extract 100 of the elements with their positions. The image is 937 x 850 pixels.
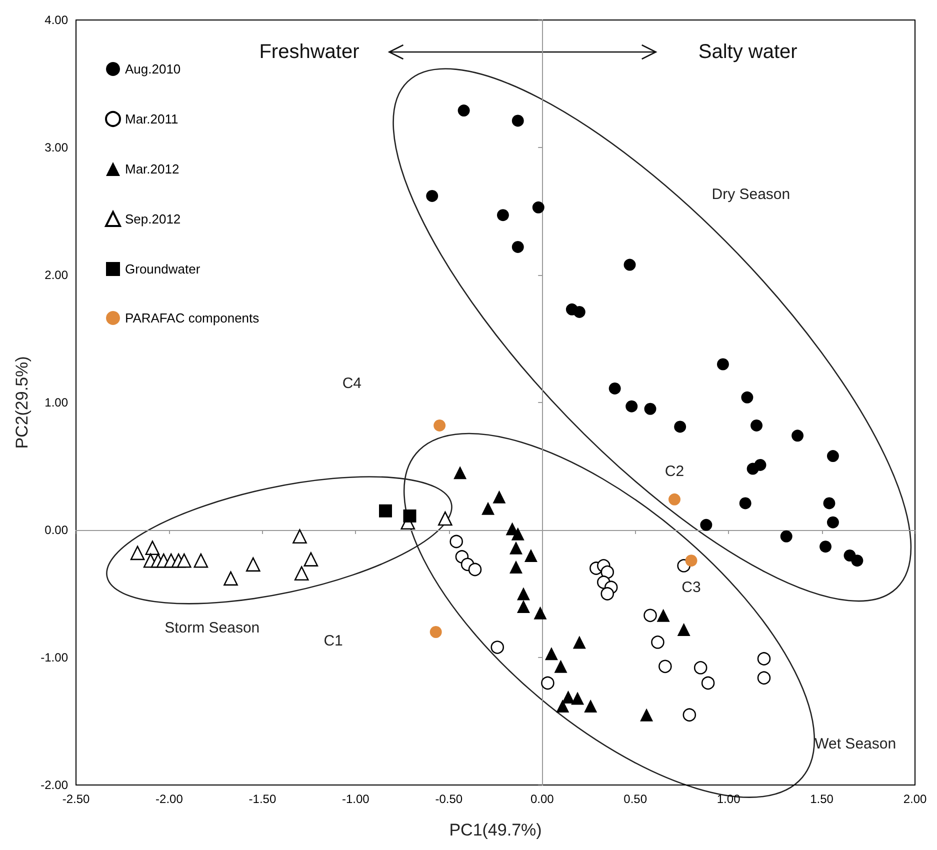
point xyxy=(145,540,160,555)
point xyxy=(512,114,524,127)
y-tick-label: 3.00 xyxy=(44,140,68,154)
point xyxy=(524,549,538,562)
point xyxy=(626,400,638,412)
point xyxy=(820,540,832,553)
point xyxy=(379,504,392,518)
point xyxy=(468,562,482,576)
point xyxy=(516,600,530,613)
x-tick-label: -0.50 xyxy=(435,792,463,806)
x-tick-label: -2.00 xyxy=(156,792,184,806)
point xyxy=(130,546,145,560)
x-tick-label: -1.00 xyxy=(342,792,370,806)
annotation: Wet Season xyxy=(814,736,896,753)
y-tick-label: 4.00 xyxy=(44,13,68,27)
point xyxy=(584,699,598,712)
point xyxy=(780,530,792,542)
point xyxy=(682,708,696,722)
x-tick-label: 1.00 xyxy=(716,792,741,806)
point xyxy=(668,493,680,506)
point xyxy=(541,676,554,690)
point xyxy=(438,511,452,526)
point xyxy=(458,104,470,117)
point xyxy=(430,626,442,638)
point xyxy=(544,647,558,660)
point xyxy=(792,430,804,442)
point xyxy=(510,541,523,554)
point xyxy=(823,497,836,510)
point xyxy=(826,450,839,462)
point xyxy=(701,676,715,690)
annotation: Salty water xyxy=(698,41,798,63)
point xyxy=(640,708,654,722)
point xyxy=(757,652,771,666)
y-tick-label: -1.00 xyxy=(40,650,68,664)
point xyxy=(750,419,763,432)
point xyxy=(741,391,754,404)
legend-label: Sep.2012 xyxy=(125,212,181,226)
point xyxy=(512,240,524,253)
point xyxy=(482,502,495,515)
point xyxy=(656,608,670,622)
legend-label: Mar.2012 xyxy=(125,162,180,176)
annotation: C2 xyxy=(664,462,684,480)
point xyxy=(644,402,656,415)
point xyxy=(510,560,523,574)
point xyxy=(851,554,864,567)
point xyxy=(403,509,416,522)
point xyxy=(194,553,208,568)
x-tick-label: -2.50 xyxy=(62,792,90,806)
y-tick-label: 2.00 xyxy=(44,268,68,282)
annotation: C1 xyxy=(324,632,343,650)
y-tick-label: 0.00 xyxy=(44,523,68,537)
point xyxy=(677,622,690,636)
x-tick-label: 0.00 xyxy=(530,792,554,806)
point xyxy=(450,534,463,548)
annotation: C3 xyxy=(682,578,701,596)
point xyxy=(694,661,708,674)
point xyxy=(176,553,192,568)
point xyxy=(826,516,839,528)
y-axis-title: PC2(29.5%) xyxy=(12,356,32,449)
point xyxy=(511,527,524,540)
point xyxy=(651,636,664,649)
x-tick-label: -1.50 xyxy=(248,792,276,806)
point xyxy=(554,660,568,673)
point xyxy=(600,587,614,600)
legend-label: Aug.2010 xyxy=(125,62,181,76)
point xyxy=(600,565,614,579)
annotation: C4 xyxy=(342,374,362,392)
point xyxy=(608,382,621,394)
point xyxy=(454,466,467,480)
point xyxy=(716,358,729,370)
legend-label: Mar.2011 xyxy=(125,112,178,126)
x-tick-label: 0.50 xyxy=(624,792,648,806)
annotation: Dry Season xyxy=(712,186,790,204)
point xyxy=(292,529,307,544)
legend-label: PARAFAC components xyxy=(125,310,260,326)
point xyxy=(246,557,260,572)
point xyxy=(685,554,698,567)
point xyxy=(556,699,570,712)
point xyxy=(739,497,752,510)
point xyxy=(532,201,544,214)
annotation: Storm Season xyxy=(164,620,260,637)
x-axis-title: PC1(49.7%) xyxy=(449,820,542,840)
point xyxy=(572,636,586,649)
point xyxy=(754,458,766,471)
point xyxy=(644,608,657,622)
point xyxy=(516,587,530,600)
point xyxy=(224,571,238,586)
x-tick-label: 2.00 xyxy=(903,792,927,806)
point xyxy=(624,258,636,271)
point xyxy=(304,552,318,566)
point xyxy=(294,566,309,580)
y-tick-label: 1.00 xyxy=(44,396,68,410)
y-tick-label: -2.00 xyxy=(40,778,68,792)
point xyxy=(534,606,547,620)
point xyxy=(674,420,686,433)
point xyxy=(490,640,504,654)
point xyxy=(492,490,506,504)
legend-label: Groundwater xyxy=(125,262,201,276)
point xyxy=(757,671,771,685)
annotation: Freshwater xyxy=(259,41,360,63)
